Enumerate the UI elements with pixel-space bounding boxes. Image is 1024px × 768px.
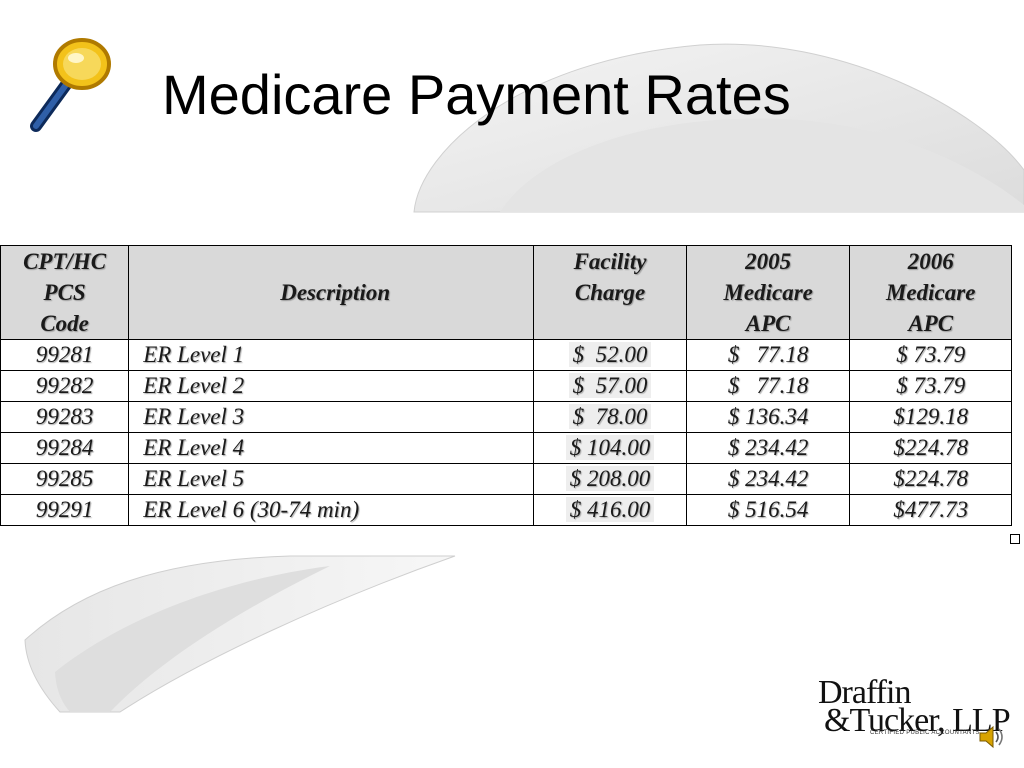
cell-2006-apc: $129.18 [849,401,1012,433]
slide-title: Medicare Payment Rates [162,63,791,126]
logo-line1: Draffin [818,674,911,711]
payment-rates-table: CPT/HC PCS Code Description Facility Cha… [0,245,1012,526]
cell-2006-apc: $224.78 [849,432,1012,464]
header-code: CPT/HC PCS Code [0,245,130,340]
cell-description: ER Level 6 (30-74 min) [128,494,535,526]
cell-code: 99285 [0,463,130,495]
cell-facility-charge: $ 104.00 [533,432,687,464]
logo-tagline: CERTIFIED PUBLIC ACCOUNTANTS [870,730,980,736]
cell-2005-apc: $ 77.18 [685,370,851,402]
cell-facility-charge: $ 57.00 [533,370,687,402]
cell-2005-apc: $ 234.42 [685,463,851,495]
cell-facility-charge: $ 208.00 [533,463,687,495]
cell-code: 99282 [0,370,130,402]
facility-charge-value: $ 57.00 [568,373,652,398]
cell-description: ER Level 3 [128,401,535,433]
cell-code: 99284 [0,432,130,464]
cell-facility-charge: $ 416.00 [533,494,687,526]
header-2005-line1: 2005 [745,249,792,274]
header-code-line3: Code [40,311,89,336]
header-2005-line3: APC [745,311,791,336]
cell-2005-apc: $ 77.18 [685,339,851,371]
table-row: 99283 ER Level 3 $ 78.00 $ 136.34 $129.1… [0,401,1012,433]
header-description: Description [128,245,535,340]
cell-2005-apc: $ 516.54 [685,494,851,526]
cell-description: ER Level 2 [128,370,535,402]
header-code-line1: CPT/HC [23,249,107,274]
table-row: 99284 ER Level 4 $ 104.00 $ 234.42 $224.… [0,432,1012,464]
cell-facility-charge: $ 52.00 [533,339,687,371]
facility-charge-value: $ 104.00 [565,435,655,460]
header-facility-line2: Charge [574,280,646,305]
cell-facility-charge: $ 78.00 [533,401,687,433]
table-row: 99291 ER Level 6 (30-74 min) $ 416.00 $ … [0,494,1012,526]
facility-charge-value: $ 416.00 [565,497,655,522]
draffin-tucker-logo: Draffin &Tucker, LLP CERTIFIED PUBLIC AC… [818,672,1011,756]
table-row: 99281 ER Level 1 $ 52.00 $ 77.18 $ 73.79 [0,339,1012,371]
cell-description: ER Level 5 [128,463,535,495]
cell-code: 99291 [0,494,130,526]
header-2006-line1: 2006 [907,249,954,274]
cell-2005-apc: $ 234.42 [685,432,851,464]
table-header-row: CPT/HC PCS Code Description Facility Cha… [0,245,1012,340]
table-row: 99282 ER Level 2 $ 57.00 $ 77.18 $ 73.79 [0,370,1012,402]
cell-2006-apc: $224.78 [849,463,1012,495]
cell-2005-apc: $ 136.34 [685,401,851,433]
header-2006-apc: 2006 Medicare APC [849,245,1012,340]
cell-2006-apc: $ 73.79 [849,339,1012,371]
cell-code: 99283 [0,401,130,433]
header-facility-line1: Facility [573,249,647,274]
table-row: 99285 ER Level 5 $ 208.00 $ 234.42 $224.… [0,463,1012,495]
header-code-line2: PCS [43,280,86,305]
cell-description: ER Level 1 [128,339,535,371]
cell-2006-apc: $477.73 [849,494,1012,526]
speaker-icon[interactable] [976,722,1006,752]
facility-charge-value: $ 208.00 [565,466,655,491]
cell-2006-apc: $ 73.79 [849,370,1012,402]
header-facility-charge: Facility Charge [533,245,687,340]
header-2005-line2: Medicare [723,280,813,305]
magnifying-glass-icon [30,38,111,132]
cell-description: ER Level 4 [128,432,535,464]
header-2005-apc: 2005 Medicare APC [685,245,851,340]
cell-code: 99281 [0,339,130,371]
facility-charge-value: $ 52.00 [568,342,652,367]
table-resize-handle[interactable] [1010,534,1020,544]
facility-charge-value: $ 78.00 [568,404,652,429]
header-2006-line3: APC [908,311,954,336]
header-2006-line2: Medicare [885,280,976,305]
header-description-line1: Description [280,280,391,305]
